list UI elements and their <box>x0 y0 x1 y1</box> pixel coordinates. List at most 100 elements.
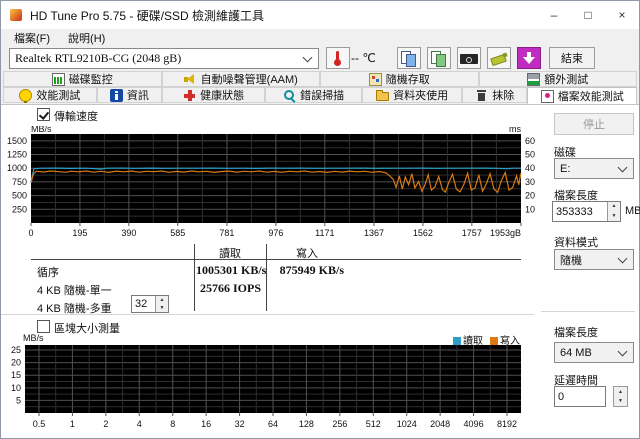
copy-image-button[interactable] <box>427 47 451 69</box>
usb-save-icon <box>488 48 510 68</box>
disk-monitor-icon <box>51 72 65 86</box>
magnifier-icon <box>283 89 296 102</box>
block-size-label: 區塊大小測量 <box>54 323 120 335</box>
camera-icon <box>458 48 480 68</box>
svg-text:781: 781 <box>219 228 234 238</box>
temperature-display: -- ℃ <box>351 51 376 65</box>
section-divider <box>1 314 534 315</box>
title-bar: HD Tune Pro 5.75 - 硬碟/SSD 檢測維護工具 – □ × <box>1 1 639 29</box>
info-icon <box>109 88 123 102</box>
disk-select-value: E: <box>560 162 571 175</box>
transfer-speed-checkbox[interactable] <box>37 108 50 121</box>
svg-text:512: 512 <box>366 419 381 429</box>
download-icon <box>518 48 540 68</box>
svg-text:2: 2 <box>103 419 108 429</box>
svg-text:1024: 1024 <box>397 419 417 429</box>
svg-text:MB/s: MB/s <box>31 126 52 134</box>
file-length-spinner[interactable]: 353333 ▲ ▼ <box>552 201 621 222</box>
svg-text:1250: 1250 <box>7 150 27 160</box>
svg-text:1171: 1171 <box>315 228 334 238</box>
spinner-arrows-icon[interactable]: ▲ ▼ <box>155 296 168 312</box>
speaker-icon <box>183 73 197 86</box>
lightbulb-icon <box>19 88 33 103</box>
temperature-button[interactable] <box>326 47 350 69</box>
svg-text:10: 10 <box>525 204 535 214</box>
block-size-checkbox[interactable] <box>37 320 50 333</box>
chevron-down-icon <box>302 52 313 63</box>
row-label-sequential: 循序 <box>37 267 59 279</box>
delay-input[interactable]: 0 <box>554 386 606 407</box>
svg-text:64: 64 <box>268 419 278 429</box>
save-button[interactable] <box>487 47 511 69</box>
tab-erase[interactable]: 抹除 <box>462 87 528 103</box>
stop-button[interactable]: 停止 <box>554 113 634 135</box>
svg-text:4096: 4096 <box>464 419 484 429</box>
svg-text:40: 40 <box>525 163 535 173</box>
copy-text-button[interactable] <box>397 47 421 69</box>
chevron-down-icon <box>617 253 628 264</box>
svg-text:585: 585 <box>170 228 185 238</box>
app-icon <box>10 9 22 21</box>
svg-text:976: 976 <box>268 228 283 238</box>
file-length-value: 353333 <box>556 205 593 218</box>
queue-depth-spinner[interactable]: 32 ▲ ▼ <box>131 295 169 313</box>
block-file-length-label: 檔案長度 <box>554 327 598 339</box>
tab-extra-tests[interactable]: 額外測試 <box>478 71 637 87</box>
tab-info[interactable]: 資訊 <box>96 87 162 103</box>
seq-read-value: 1005301 KB/s <box>196 263 267 277</box>
random-access-icon <box>368 72 382 86</box>
transfer-speed-chart: 250 500 750 1000 1250 1500 10 20 30 40 50 60 0 195 390… <box>7 126 535 238</box>
tab-file-benchmark[interactable]: 檔案效能測試 <box>527 87 637 104</box>
maximize-button[interactable]: □ <box>584 8 592 22</box>
row-label-4k-single: 4 KB 隨機-單一 <box>37 285 112 297</box>
data-mode-value: 隨機 <box>560 254 582 267</box>
tab-disk-monitor[interactable]: 磁碟監控 <box>3 71 162 87</box>
tab-aam[interactable]: 自動噪聲管理(AAM) <box>161 71 320 87</box>
svg-text:10: 10 <box>11 383 21 393</box>
svg-text:195: 195 <box>72 228 87 238</box>
spinner-arrows-icon[interactable]: ▲ ▼ <box>607 202 620 221</box>
random-single-read-value: 25766 IOPS <box>199 281 261 295</box>
svg-text:ms: ms <box>509 126 521 134</box>
tab-folder-usage[interactable]: 資料夾使用 <box>362 87 463 103</box>
table-divider <box>266 244 267 311</box>
svg-text:8192: 8192 <box>497 419 517 429</box>
delay-spinner[interactable]: ▲ ▼ <box>613 386 628 407</box>
svg-text:4: 4 <box>137 419 142 429</box>
menu-file[interactable]: 檔案(F) <box>14 32 51 45</box>
tab-error-scan[interactable]: 錯誤掃描 <box>265 87 363 103</box>
extra-tests-icon <box>527 72 541 86</box>
device-select-value: Realtek RTL9210B-CG (2048 gB) <box>15 51 182 65</box>
minimize-button[interactable]: – <box>550 8 558 22</box>
download-button[interactable] <box>517 47 541 69</box>
exit-button[interactable]: 結束 <box>549 47 595 69</box>
data-mode-select[interactable]: 隨機 <box>554 249 634 270</box>
close-button[interactable]: × <box>618 8 626 22</box>
copy-image-icon <box>428 48 450 68</box>
tab-row-1: 磁碟監控 自動噪聲管理(AAM) 隨機存取 額外測試 <box>1 71 639 87</box>
menu-bar: 檔案(F) 說明(H) <box>1 29 639 46</box>
block-size-chart: 5 10 15 20 25 0.5 1 2 4 8 16 32 64 128 256 512 1024 2048 4… <box>11 345 521 429</box>
tab-strip: 磁碟監控 自動噪聲管理(AAM) 隨機存取 額外測試 效能測試 資訊 健康狀態 <box>1 71 639 104</box>
svg-text:20: 20 <box>525 191 535 201</box>
transfer-speed-label: 傳輸速度 <box>54 111 98 123</box>
chevron-down-icon <box>617 162 628 173</box>
tab-benchmark[interactable]: 效能測試 <box>3 87 97 103</box>
svg-text:1500: 1500 <box>7 136 27 146</box>
svg-text:5: 5 <box>16 395 21 405</box>
menu-help[interactable]: 說明(H) <box>68 32 106 45</box>
device-select[interactable]: Realtek RTL9210B-CG (2048 gB) <box>9 48 319 69</box>
svg-text:1367: 1367 <box>364 228 384 238</box>
screenshot-button[interactable] <box>457 47 481 69</box>
block-file-length-select[interactable]: 64 MB <box>554 342 634 363</box>
block-file-length-value: 64 MB <box>560 346 592 359</box>
window-title: HD Tune Pro 5.75 - 硬碟/SSD 檢測維護工具 <box>30 8 265 23</box>
delay-label: 延遲時間 <box>554 375 598 387</box>
copy-icon <box>398 48 420 68</box>
tab-random-access[interactable]: 隨機存取 <box>320 71 479 87</box>
disk-select[interactable]: E: <box>554 158 634 179</box>
svg-text:0.5: 0.5 <box>33 419 46 429</box>
block-chart-unit-label: MB/s <box>23 333 44 343</box>
tab-health[interactable]: 健康狀態 <box>162 87 266 103</box>
col-header-read: 讀取 <box>219 248 241 260</box>
